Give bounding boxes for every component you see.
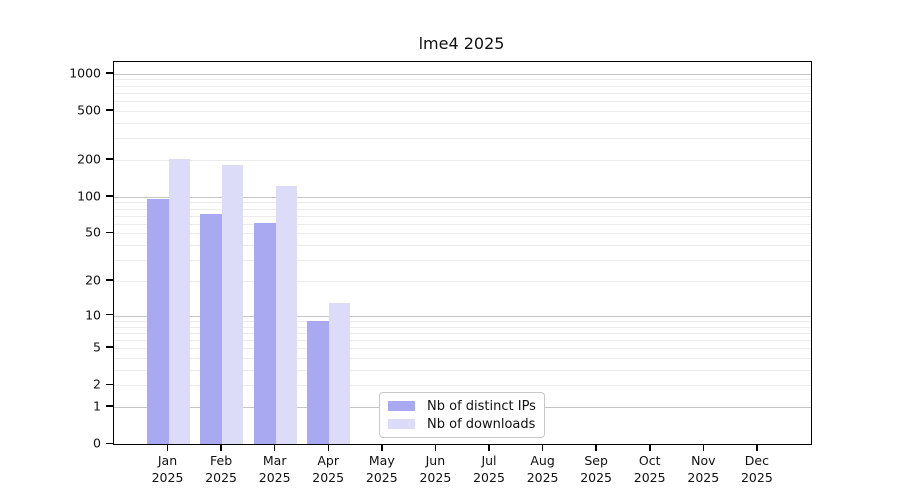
gridline — [114, 73, 811, 75]
gridline — [114, 159, 811, 161]
x-tick-label-oct: Oct 2025 — [633, 453, 666, 485]
gridline — [114, 320, 811, 322]
y-tick-label: 0 — [93, 435, 101, 451]
gridline — [114, 385, 811, 387]
legend-item-distinct-ips: Nb of distinct IPs — [388, 399, 536, 414]
x-tick-label-jun: Jun 2025 — [419, 453, 452, 485]
y-tick-mark — [105, 442, 113, 445]
y-tick-mark — [105, 405, 113, 407]
gridline — [114, 122, 811, 124]
gridline — [114, 348, 811, 350]
y-tick-label: 2 — [93, 376, 101, 392]
y-tick-mark — [105, 158, 113, 160]
x-tick-mark — [702, 444, 704, 451]
x-tick-label-jul: Jul 2025 — [473, 453, 505, 485]
x-tick-mark — [166, 444, 169, 451]
y-tick-label: 1000 — [69, 65, 101, 81]
x-tick-label-aug: Aug 2025 — [526, 453, 559, 485]
gridline — [114, 358, 811, 359]
y-tick-label: 1 — [93, 398, 101, 414]
gridline — [114, 110, 811, 112]
x-tick-label-nov: Nov 2025 — [687, 453, 720, 485]
gridline — [114, 79, 811, 81]
gridline — [114, 339, 811, 341]
bar-apr-distinct-ips — [307, 320, 330, 444]
x-tick-label-jan: Jan 2025 — [151, 453, 184, 485]
gridline — [114, 215, 811, 217]
y-tick-label: 10 — [85, 307, 101, 323]
downloads-swatch-icon — [388, 419, 415, 429]
y-tick-label: 200 — [77, 151, 101, 167]
legend-label: Nb of downloads — [427, 416, 536, 432]
gridline — [114, 208, 811, 210]
gridline — [114, 202, 811, 204]
bar-apr-downloads — [329, 302, 351, 444]
x-tick-mark — [756, 444, 758, 451]
x-tick-mark — [541, 444, 544, 451]
x-tick-label-feb: Feb 2025 — [205, 453, 237, 485]
x-tick-mark — [220, 444, 222, 451]
y-tick-label: 5 — [93, 339, 101, 355]
plot-area: Nb of distinct IPs Nb of downloads — [113, 61, 812, 445]
y-tick-mark — [105, 72, 113, 74]
gridline — [114, 223, 811, 225]
gridline — [114, 281, 811, 282]
y-tick-mark — [105, 109, 113, 111]
bar-feb-downloads — [222, 165, 244, 444]
gridline — [114, 101, 811, 103]
legend: Nb of distinct IPs Nb of downloads — [379, 392, 545, 438]
y-tick-mark — [105, 313, 113, 316]
gridline — [114, 332, 811, 334]
gridline — [114, 260, 811, 262]
chart-title: lme4 2025 — [418, 34, 505, 53]
y-tick-mark — [105, 195, 113, 197]
gridline — [114, 196, 811, 198]
y-tick-label: 500 — [77, 102, 101, 118]
bar-jan-downloads — [168, 158, 190, 444]
x-tick-mark — [273, 444, 276, 451]
x-tick-label-dec: Dec 2025 — [740, 453, 773, 485]
x-tick-label-mar: Mar 2025 — [258, 453, 291, 485]
gridline — [114, 245, 811, 247]
x-tick-mark — [381, 444, 383, 451]
y-tick-label: 50 — [85, 224, 101, 240]
legend-label: Nb of distinct IPs — [427, 398, 536, 414]
x-tick-mark — [327, 444, 329, 451]
bar-mar-downloads — [275, 186, 297, 444]
gridline — [114, 326, 811, 328]
y-tick-mark — [105, 383, 113, 386]
y-tick-mark — [105, 231, 113, 234]
gridline — [114, 233, 811, 235]
gridline — [114, 138, 811, 140]
x-tick-mark — [488, 444, 490, 451]
y-tick-label: 20 — [85, 272, 101, 288]
bar-jan-distinct-ips — [146, 198, 169, 444]
y-tick-mark — [105, 279, 113, 281]
legend-item-downloads: Nb of downloads — [388, 417, 536, 432]
x-tick-label-apr: Apr 2025 — [312, 453, 345, 485]
gridline — [114, 369, 811, 371]
x-tick-mark — [595, 444, 597, 451]
gridline — [114, 315, 811, 317]
distinct-ips-swatch-icon — [388, 401, 415, 411]
bar-mar-distinct-ips — [253, 222, 276, 444]
y-tick-label: 100 — [77, 188, 101, 204]
x-tick-label-sep: Sep 2025 — [580, 453, 612, 485]
x-tick-mark — [434, 444, 437, 451]
y-tick-mark — [105, 346, 113, 348]
gridline — [114, 92, 811, 94]
x-tick-mark — [649, 444, 651, 451]
gridline — [114, 85, 811, 87]
x-tick-label-may: May 2025 — [365, 453, 398, 485]
bar-feb-distinct-ips — [200, 214, 223, 444]
